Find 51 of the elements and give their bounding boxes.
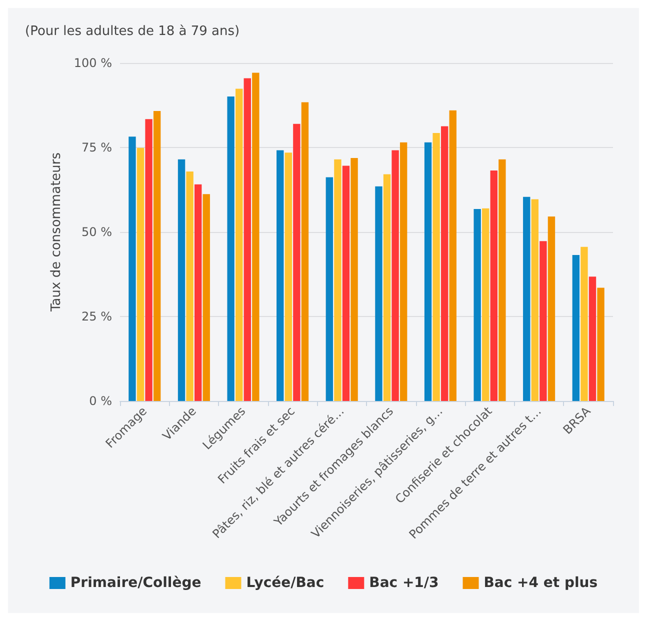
bar [580,246,588,401]
bar [350,158,358,401]
bar [145,119,152,401]
bar [128,136,136,401]
legend-label: Bac +1/3 [369,575,439,591]
bar [236,88,243,401]
bar [482,208,490,401]
bar [293,124,300,401]
bar [531,199,539,401]
bar [375,186,382,401]
bar [326,177,334,401]
y-tick-label: 25 % [82,310,112,324]
bar [342,166,350,401]
bar [572,254,580,401]
legend-label: Primaire/Collège [70,575,202,591]
bar [334,159,342,401]
legend-label: Bac +4 et plus [484,575,598,591]
bar [400,142,408,401]
bar [440,126,448,401]
bar [588,276,596,401]
bar [186,172,194,401]
bar [523,196,530,401]
bar [383,174,391,401]
bar [498,159,506,401]
y-tick-label: 75 % [82,140,112,154]
bar [153,110,161,401]
bar [392,150,399,401]
y-axis-title: Taux de consommateurs [48,152,64,313]
bar [244,78,251,401]
bar [597,288,604,401]
bar [540,241,547,401]
y-tick-label: 50 % [82,225,112,239]
bar [202,194,210,401]
bar [301,102,309,401]
bar [449,110,456,401]
bar [424,142,432,401]
y-tick-label: 100 % [74,56,112,70]
bar [432,132,440,401]
bar [276,150,284,401]
bar [252,72,260,401]
legend-label: Lycée/Bac [246,575,324,591]
y-tick-label: 0 % [89,394,112,408]
bar [194,184,202,401]
bar [136,148,144,401]
bar [178,159,186,401]
bar [548,216,556,401]
chart-title: (Pour les adultes de 18 à 79 ans) [25,24,240,39]
bar [490,170,498,401]
bar [227,96,234,401]
bar [284,152,292,401]
bar [474,209,481,401]
